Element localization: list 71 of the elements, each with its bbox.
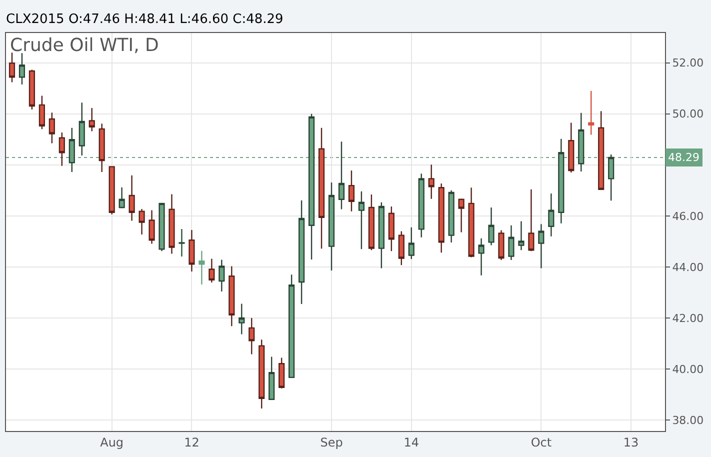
candlestick — [348, 170, 355, 212]
candlestick — [358, 190, 365, 250]
candlestick — [328, 182, 335, 272]
candlestick — [448, 190, 454, 244]
x-tick-label: 13 — [623, 435, 639, 450]
candlestick — [198, 250, 205, 286]
candlestick — [278, 357, 285, 389]
x-tick-label: 14 — [404, 435, 420, 450]
candlestick — [48, 112, 55, 144]
y-tick-label: 40.00 — [672, 362, 704, 376]
y-tick-label: 38.00 — [672, 414, 704, 427]
x-tick-label: Aug — [100, 435, 124, 450]
candlestick — [368, 194, 374, 251]
y-tick-label: 52.00 — [672, 56, 704, 70]
y-tick-label: 50.00 — [672, 108, 704, 121]
candlestick — [88, 107, 95, 132]
candlestick — [518, 220, 524, 251]
candlestick — [288, 274, 295, 378]
candlestick — [378, 202, 384, 269]
candlestick — [118, 186, 125, 209]
candlestick — [468, 187, 474, 258]
candlestick — [298, 200, 305, 305]
candlestick — [128, 174, 135, 222]
chart-title: Crude Oil WTI, D — [10, 35, 159, 56]
candlestick — [398, 230, 404, 266]
candlestick — [588, 90, 594, 136]
candlestick — [138, 208, 145, 236]
candlestick — [568, 122, 574, 174]
candlestick — [498, 230, 504, 261]
x-tick-label: Sep — [320, 435, 343, 450]
candlestick — [228, 266, 235, 327]
y-tick-label: 44.00 — [672, 260, 704, 274]
candlestick — [108, 166, 115, 215]
x-tick-label: 12 — [184, 435, 200, 450]
candlestick — [38, 95, 45, 130]
candlestick — [188, 229, 195, 272]
candlestick — [58, 132, 65, 167]
candlestick — [28, 69, 36, 110]
candlestick — [598, 110, 604, 190]
candlestick — [538, 223, 544, 269]
candlestick — [8, 52, 16, 83]
candlestick — [318, 127, 325, 250]
candlestick — [238, 303, 245, 335]
candlestick — [148, 210, 155, 244]
ref-line-label: 48.29 — [668, 151, 700, 164]
y-tick-label: 46.00 — [672, 210, 704, 223]
candlestick — [478, 238, 484, 276]
candlestick — [508, 224, 514, 261]
candlestick — [548, 192, 554, 237]
x-tick-label: Oct — [530, 435, 552, 450]
candlestick — [208, 258, 215, 284]
candlestick — [158, 202, 165, 252]
candlestick — [168, 194, 175, 254]
candlestick — [258, 339, 265, 410]
candlestick — [418, 172, 424, 238]
text: CLX2015 O:47.46 H:48.41 L:46.60 C:48.29 — [6, 12, 284, 27]
candlestick — [178, 228, 185, 258]
candlestick — [218, 259, 225, 292]
candlestick — [78, 102, 85, 156]
candlestick — [528, 188, 534, 252]
candlestick — [98, 122, 105, 173]
candlestick — [458, 198, 464, 233]
candlestick — [18, 52, 26, 86]
y-tick-label: 42.00 — [672, 312, 704, 325]
candlestick — [388, 206, 394, 252]
candlestick — [438, 182, 444, 254]
candlestick — [428, 164, 434, 200]
candlestick — [248, 317, 255, 355]
candlestick — [488, 206, 494, 246]
candlestick — [408, 226, 414, 260]
candlestick — [268, 356, 275, 400]
